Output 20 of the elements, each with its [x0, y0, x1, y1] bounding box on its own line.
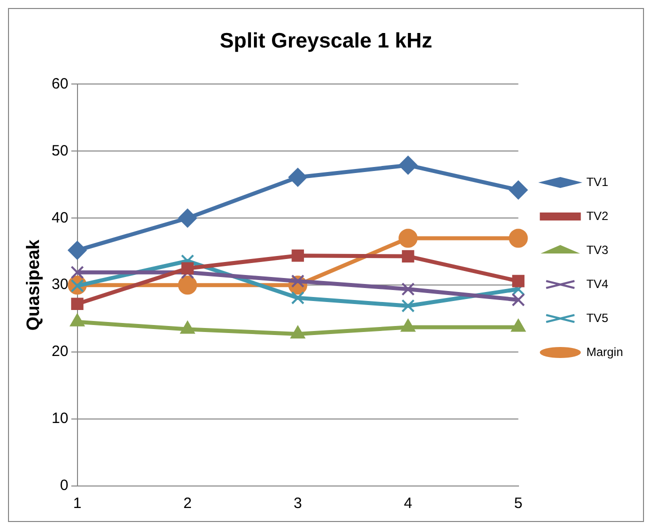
legend-label: TV4 [586, 276, 609, 291]
y-tick-label: 20 [52, 343, 68, 360]
legend-label: TV1 [586, 174, 609, 189]
y-tick-label: 50 [52, 142, 68, 160]
x-tick-label: 1 [73, 495, 82, 512]
y-tick-label: 30 [52, 276, 68, 294]
chart-title: Split Greyscale 1 kHz [220, 29, 432, 52]
x-tick-label: 2 [183, 495, 192, 512]
y-tick-label: 60 [52, 75, 68, 92]
x-tick-label: 5 [514, 495, 522, 512]
legend-label: TV2 [586, 208, 609, 223]
legend-label: TV5 [586, 310, 609, 325]
y-axis-title: Quasipeak [22, 238, 43, 331]
legend-label: TV3 [586, 242, 609, 257]
y-tick-label: 40 [52, 209, 68, 226]
x-tick-label: 3 [294, 495, 302, 512]
y-tick-label: 10 [52, 410, 68, 428]
x-tick-label: 4 [404, 495, 412, 512]
y-tick-label: 0 [60, 477, 68, 494]
legend-label: Margin [586, 344, 624, 359]
